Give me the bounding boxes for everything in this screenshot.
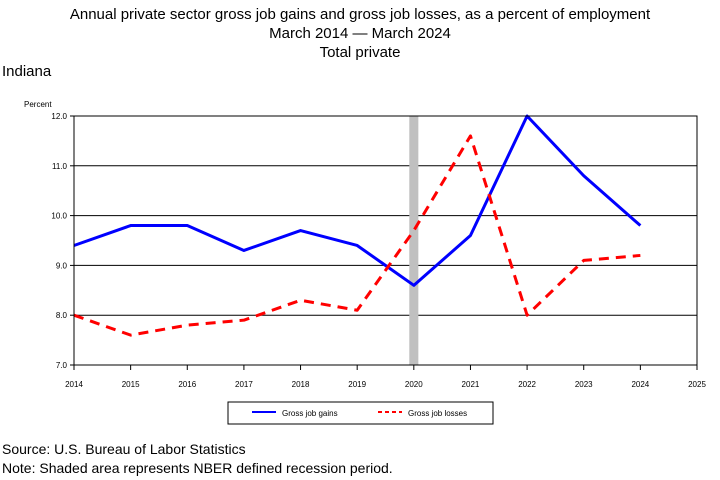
legend-label-gross-job-gains: Gross job gains	[282, 409, 338, 418]
chart-title: Annual private sector gross job gains an…	[69, 6, 651, 23]
plot-frame	[73, 115, 698, 366]
region-label: Indiana	[2, 63, 52, 80]
y-tick-label: 8.0	[56, 311, 68, 320]
y-axis-label: Percent	[24, 100, 52, 109]
x-tick-label: 2019	[348, 380, 366, 389]
grid-lines	[74, 115, 697, 366]
x-tick-label: 2020	[405, 380, 423, 389]
x-tick-label: 2018	[292, 380, 310, 389]
x-tick-label: 2016	[178, 380, 196, 389]
axes: 7.0 8.0 9.0 10.0 11.0 12.0 2014 2015 2016 2017 201…	[51, 112, 706, 389]
y-tick-label: 10.0	[51, 212, 67, 221]
chart-subtitle-date-range: March 2014 — March 2024	[269, 25, 451, 42]
y-tick-label: 11.0	[52, 162, 68, 171]
series-line-gross-job-gains	[73, 114, 642, 287]
x-tick-label: 2025	[688, 380, 706, 389]
source-note: Source: U.S. Bureau of Labor Statistics	[2, 441, 246, 457]
x-tick-label: 2015	[122, 380, 140, 389]
y-tick-label: 7.0	[56, 361, 68, 370]
legend-box	[227, 401, 494, 425]
chart-subtitle-industry: Total private	[319, 44, 401, 61]
x-tick-label: 2023	[575, 380, 593, 389]
x-tick-label: 2024	[631, 380, 649, 389]
x-tick-label: 2014	[65, 380, 83, 389]
x-tick-label: 2022	[518, 380, 536, 389]
y-tick-label: 12.0	[51, 112, 67, 121]
recession-bar	[409, 116, 419, 365]
legend: Gross job gains Gross job losses	[227, 401, 494, 425]
x-tick-label: 2021	[462, 380, 480, 389]
x-tick-label: 2017	[235, 380, 253, 389]
legend-label-gross-job-losses: Gross job losses	[408, 409, 467, 418]
recession-note: Note: Shaded area represents NBER define…	[2, 460, 393, 476]
recession-shading	[409, 116, 419, 365]
series-lines	[73, 114, 642, 337]
y-tick-label: 9.0	[56, 261, 68, 270]
